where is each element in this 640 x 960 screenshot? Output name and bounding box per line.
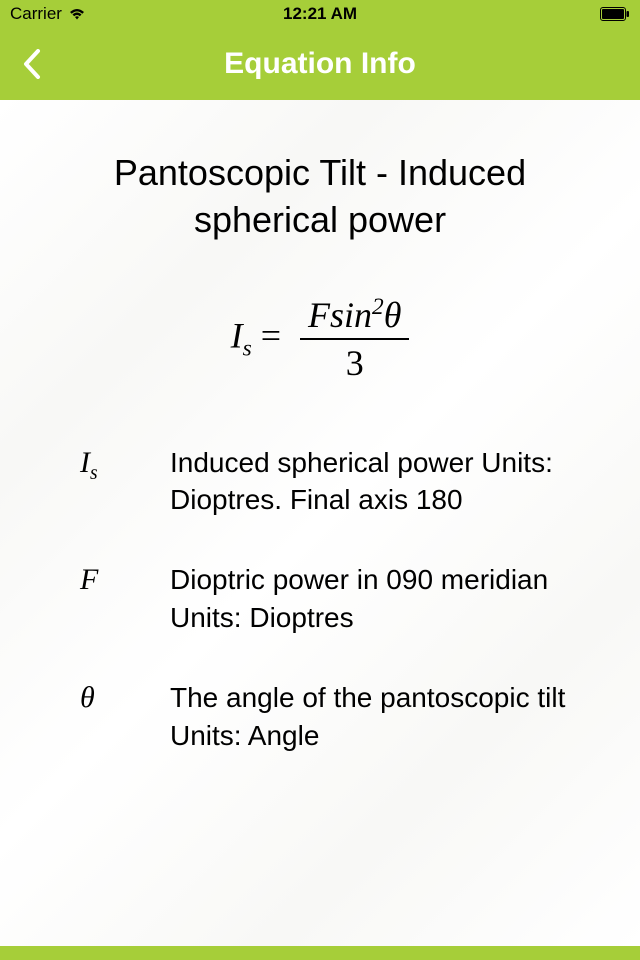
status-left: Carrier	[10, 4, 86, 24]
definition-row: Is Induced spherical power Units: Dioptr…	[80, 444, 590, 520]
back-button[interactable]	[12, 44, 52, 84]
content-area: Pantoscopic Tilt - Induced spherical pow…	[0, 100, 640, 946]
definition-symbol: Is	[80, 444, 170, 485]
equation-lhs-base: I	[231, 315, 243, 355]
definition-text: Dioptric power in 090 meridianUnits: Dio…	[170, 561, 548, 637]
bottom-accent-bar	[0, 946, 640, 960]
definition-symbol: θ	[80, 679, 170, 720]
definition-text: Induced spherical power Units: Dioptres.…	[170, 444, 590, 520]
definition-row: F Dioptric power in 090 meridianUnits: D…	[80, 561, 590, 637]
equation-display: Is = Fsin2θ 3	[50, 294, 590, 384]
definition-row: θ The angle of the pantoscopic tiltUnits…	[80, 679, 590, 755]
nav-bar: Equation Info	[0, 28, 640, 100]
chevron-left-icon	[23, 49, 41, 79]
equation-denominator: 3	[300, 340, 409, 384]
page-title: Pantoscopic Tilt - Induced spherical pow…	[50, 150, 590, 244]
battery-icon	[600, 7, 630, 21]
status-time: 12:21 AM	[283, 4, 357, 24]
equation-fraction: Fsin2θ 3	[300, 294, 409, 384]
carrier-label: Carrier	[10, 4, 62, 24]
status-bar: Carrier 12:21 AM	[0, 0, 640, 28]
wifi-icon	[68, 7, 86, 21]
definition-symbol: F	[80, 561, 170, 602]
nav-title: Equation Info	[0, 47, 640, 81]
equation-numerator: Fsin2θ	[300, 294, 409, 340]
definition-text: The angle of the pantoscopic tiltUnits: …	[170, 679, 565, 755]
equation-equals: =	[261, 315, 290, 355]
status-right	[600, 7, 630, 21]
definitions-list: Is Induced spherical power Units: Dioptr…	[50, 444, 590, 755]
equation-lhs-sub: s	[243, 335, 252, 361]
